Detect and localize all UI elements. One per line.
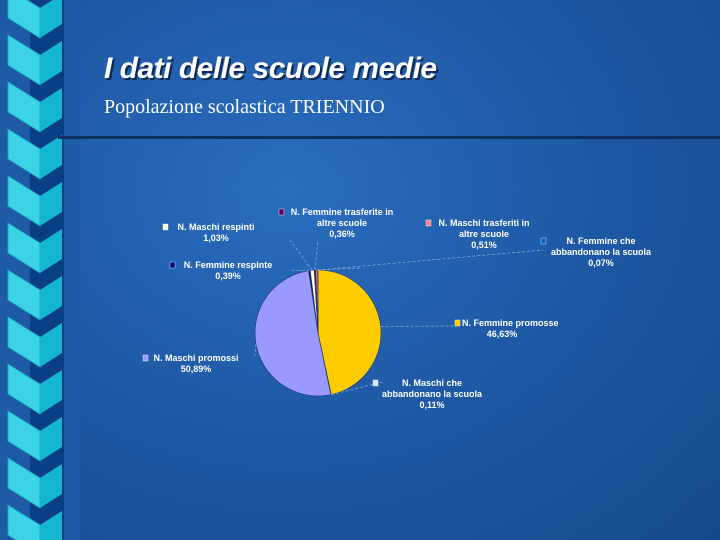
slice-value-label: 50,89% — [181, 364, 212, 374]
slice-label: abbandonano la scuola — [551, 247, 652, 257]
slice-label: altre scuole — [317, 218, 367, 228]
slice-label: altre scuole — [459, 229, 509, 239]
slice-label: N. Femmine che — [566, 236, 635, 246]
legend-swatch — [142, 354, 149, 362]
slide-title: I dati delle scuole medie — [104, 52, 437, 85]
legend-swatch — [278, 208, 285, 216]
legend-swatch — [454, 319, 461, 327]
slice-label: N. Femmine promosse — [462, 318, 559, 328]
legend-swatch — [540, 237, 547, 245]
slice-value-label: 0,36% — [329, 229, 355, 239]
pie-slice — [254, 270, 332, 397]
slice-label: N. Femmine respinte — [184, 260, 273, 270]
decorative-stripe — [0, 0, 80, 540]
slice-label: N. Maschi trasferiti in — [438, 218, 529, 228]
slice-value-label: 0,11% — [419, 400, 444, 410]
title-divider — [58, 136, 720, 139]
slice-value-label: 0,39% — [215, 271, 241, 281]
leader-line — [330, 381, 384, 395]
slice-value-label: 1,03% — [203, 233, 229, 243]
leader-line — [317, 249, 544, 271]
slice-value-label: 46,63% — [487, 329, 518, 339]
slice-label: N. Maschi promossi — [153, 353, 238, 363]
legend-swatch — [162, 223, 169, 231]
slice-value-label: 0,51% — [471, 240, 497, 250]
legend-swatch — [169, 261, 176, 269]
slice-label: abbandonano la scuola — [382, 389, 483, 399]
slide-subtitle: Popolazione scolastica TRIENNIO — [104, 96, 385, 118]
leader-line — [289, 269, 310, 271]
leader-line — [289, 239, 313, 271]
slice-label: N. Maschi che — [402, 378, 462, 388]
leader-line — [314, 239, 319, 271]
slice-label: N. Femmine trasferite in — [291, 207, 394, 217]
leader-line — [254, 344, 257, 357]
legend-swatch — [425, 219, 432, 227]
legend-swatch — [372, 379, 379, 387]
slice-label: N. Maschi respinti — [177, 222, 254, 232]
slice-value-label: 0,07% — [588, 258, 614, 268]
